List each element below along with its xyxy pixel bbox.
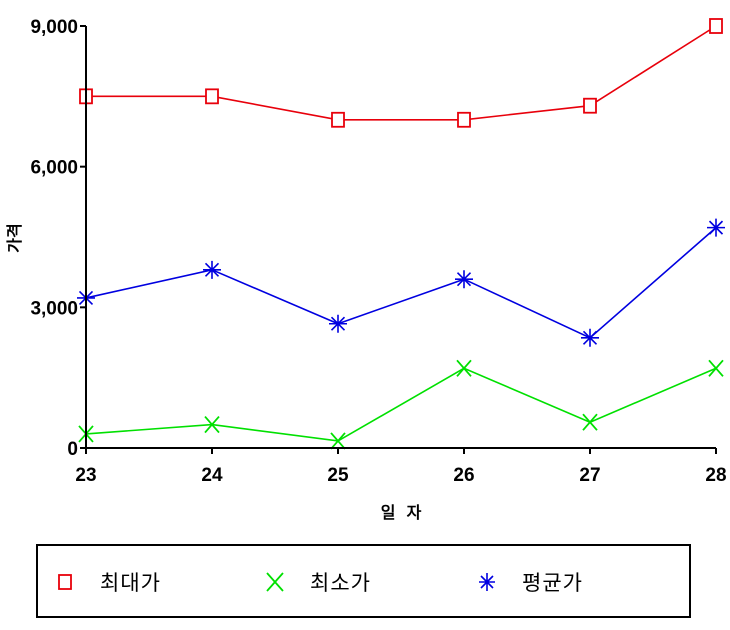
x-axis-ticks: 23 24 25 26 27 28 (75, 448, 727, 486)
data-point-square (457, 111, 471, 128)
y-axis-ticks: 0 3,000 6,000 9,000 (30, 17, 86, 460)
x-tick-label: 26 (453, 465, 474, 486)
series-line-x (85, 367, 717, 442)
x-tick-label: 28 (705, 465, 726, 486)
data-point-x (708, 359, 724, 377)
data-point-asterisk (707, 218, 725, 237)
x-marker-icon (266, 572, 284, 592)
data-point-asterisk (203, 260, 221, 279)
legend-label-max: 최대가 (100, 571, 161, 595)
legend-label-avg: 평균가 (522, 571, 583, 595)
y-tick-label: 3,000 (30, 298, 78, 319)
y-axis-title: 가격 (5, 223, 24, 252)
legend-label-min: 최소가 (310, 571, 371, 595)
plot-area (77, 18, 725, 450)
series-line-asterisk (85, 227, 717, 339)
data-point-asterisk (329, 314, 347, 333)
x-tick-label: 23 (75, 465, 96, 486)
x-tick-label: 24 (201, 465, 223, 486)
chart-legend: 최대가 최소가 평균가 (36, 544, 691, 618)
square-marker-icon (58, 574, 72, 590)
legend-item-avg: 평균가 (474, 568, 583, 596)
legend-item-min: 최소가 (262, 568, 371, 596)
y-tick-label: 0 (67, 439, 78, 460)
asterisk-marker-icon (479, 573, 495, 591)
x-axis-title: 일 자 (381, 503, 422, 522)
data-point-x (456, 359, 472, 377)
y-tick-label: 6,000 (30, 158, 78, 179)
x-tick-label: 25 (327, 465, 349, 486)
series-line-square (86, 25, 717, 121)
data-point-square (331, 111, 345, 128)
data-point-square (583, 97, 597, 114)
data-point-x (204, 415, 220, 434)
legend-item-max: 최대가 (52, 568, 161, 596)
x-tick-label: 27 (579, 465, 600, 486)
data-point-asterisk (581, 328, 599, 347)
data-point-x (330, 432, 346, 450)
data-point-square (205, 88, 219, 105)
y-tick-label: 9,000 (30, 17, 78, 38)
data-point-x (582, 413, 598, 431)
data-point-square (709, 18, 723, 34)
data-point-asterisk (455, 270, 473, 289)
